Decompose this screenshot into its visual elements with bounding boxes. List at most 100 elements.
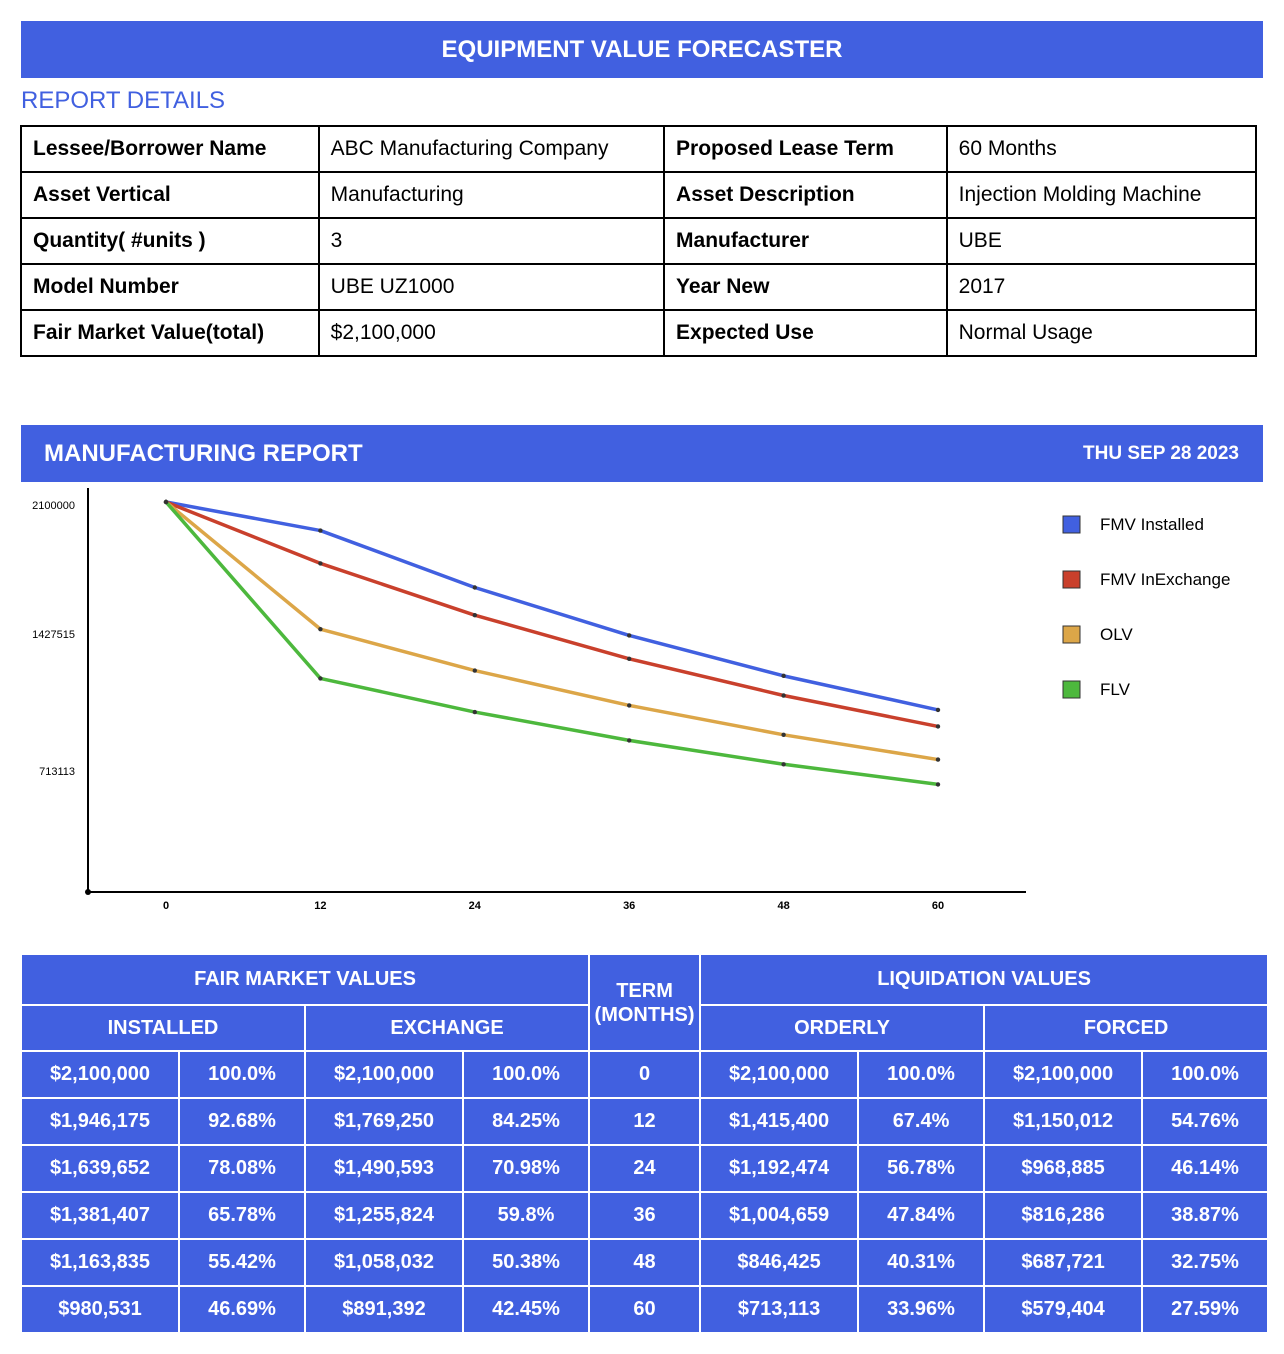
orderly-percent: 40.31% [859,1240,984,1285]
exchange-percent: 70.98% [464,1146,589,1191]
installed-percent: 46.69% [180,1287,304,1332]
legend-swatch [1062,680,1081,699]
detail-label: Lessee/Borrower Name [20,125,320,173]
exchange-value: $1,255,824 [306,1193,462,1238]
data-point [472,585,477,590]
detail-value: ABC Manufacturing Company [317,125,666,173]
exchange-percent: 100.0% [464,1052,589,1097]
series-line [165,500,939,729]
data-point [318,676,323,681]
legend-swatch [1062,625,1081,644]
report-title: MANUFACTURING REPORT [44,440,363,467]
legend-label: FMV Installed [1100,515,1204,534]
detail-label: Year New [663,263,948,311]
y-tick-label: 2100000 [32,500,75,512]
orderly-percent: 67.4% [859,1099,984,1144]
data-point [627,738,632,743]
data-point [935,707,941,713]
table-row: $1,381,407 65.78% $1,255,824 59.8% 36 $1,004,… [22,1193,1268,1238]
detail-value: UBE [945,217,1258,265]
x-tick-label: 48 [777,900,789,912]
forced-value: $968,885 [985,1146,1142,1191]
series-line [164,500,939,762]
table-row: $1,163,835 55.42% $1,058,032 50.38% 48 $846,4… [22,1240,1268,1285]
data-point [781,762,786,767]
term-months: 60 [590,1287,700,1332]
detail-label: Manufacturer [663,217,948,265]
detail-label: Model Number [20,263,320,311]
y-tick-label: 713113 [39,766,75,778]
detail-value: $2,100,000 [317,309,666,357]
legend-label: FLV [1100,680,1131,699]
installed-value: $1,946,175 [22,1099,178,1144]
forced-percent: 46.14% [1143,1146,1268,1191]
table-row: $1,946,175 92.68% $1,769,250 84.25% 12 $1,415… [22,1099,1268,1144]
exchange-header: EXCHANGE [306,1006,589,1050]
data-point [781,673,786,679]
term-months: 48 [590,1240,700,1285]
x-tick-label: 24 [469,900,482,912]
installed-percent: 65.78% [180,1193,304,1238]
exchange-value: $1,058,032 [306,1240,462,1285]
data-point [318,528,323,533]
detail-value: UBE UZ1000 [317,263,666,311]
forced-value: $687,721 [985,1240,1142,1285]
legend-label: OLV [1100,625,1133,644]
forced-percent: 100.0% [1143,1052,1268,1097]
term-header: TERM (MONTHS) [590,955,700,1050]
data-point [935,724,941,729]
series-line [165,500,939,712]
value-forecast-chart: 2100000 1427515 713113 0 12 24 36 48 60 FMV Inst… [32,488,1230,912]
report-banner: MANUFACTURING REPORT THU SEP 28 2023 [21,425,1263,482]
axis-origin [85,889,91,895]
data-point [472,709,477,715]
term-months: 12 [590,1099,700,1144]
term-months: 24 [590,1146,700,1191]
legend-swatch [1062,515,1081,534]
legend-swatch [1062,570,1081,589]
exchange-percent: 50.38% [464,1240,589,1285]
details-row: Model Number UBE UZ1000 Year New 2017 [20,263,1258,311]
data-point [935,757,941,762]
x-tick-label: 0 [163,900,169,912]
page-title: EQUIPMENT VALUE FORECASTER [441,36,843,63]
detail-label: Quantity( #units ) [20,217,320,265]
forced-value: $1,150,012 [985,1099,1142,1144]
orderly-percent: 47.84% [859,1193,984,1238]
details-row: Fair Market Value(total) $2,100,000 Expect… [20,309,1258,357]
detail-label: Asset Vertical [20,171,320,219]
detail-value: 3 [317,217,666,265]
details-row: Lessee/Borrower Name ABC Manufacturing Co… [20,125,1258,173]
detail-label: Proposed Lease Term [663,125,948,173]
forced-percent: 54.76% [1143,1099,1268,1144]
orderly-value: $2,100,000 [701,1052,858,1097]
detail-label: Asset Description [663,171,948,219]
report-details-table: Lessee/Borrower Name ABC Manufacturing Co… [20,125,1258,357]
liquidation-values-header: LIQUIDATION VALUES [701,955,1268,1004]
exchange-value: $1,769,250 [306,1099,462,1144]
forced-percent: 27.59% [1143,1287,1268,1332]
x-tick-label: 12 [314,900,326,912]
exchange-value: $2,100,000 [306,1052,462,1097]
term-months: 0 [590,1052,700,1097]
data-point [318,561,323,566]
y-tick-label: 1427515 [32,629,75,641]
data-point [781,732,786,738]
data-point [781,693,786,698]
table-row: $980,531 46.69% $891,392 42.45% 60 $713,113 33… [22,1287,1268,1332]
report-details-heading: REPORT DETAILS [21,87,226,114]
data-point [627,633,632,638]
x-tick-label: 36 [623,900,635,912]
orderly-value: $846,425 [701,1240,858,1285]
exchange-percent: 42.45% [464,1287,589,1332]
detail-label: Expected Use [663,309,948,357]
forced-value: $816,286 [985,1193,1142,1238]
orderly-value: $1,415,400 [701,1099,858,1144]
forced-percent: 32.75% [1143,1240,1268,1285]
detail-value: Manufacturing [317,171,666,219]
orderly-value: $713,113 [701,1287,858,1332]
installed-value: $980,531 [22,1287,178,1332]
detail-value: Normal Usage [945,309,1258,357]
data-point [627,703,632,708]
orderly-header: ORDERLY [701,1006,984,1050]
